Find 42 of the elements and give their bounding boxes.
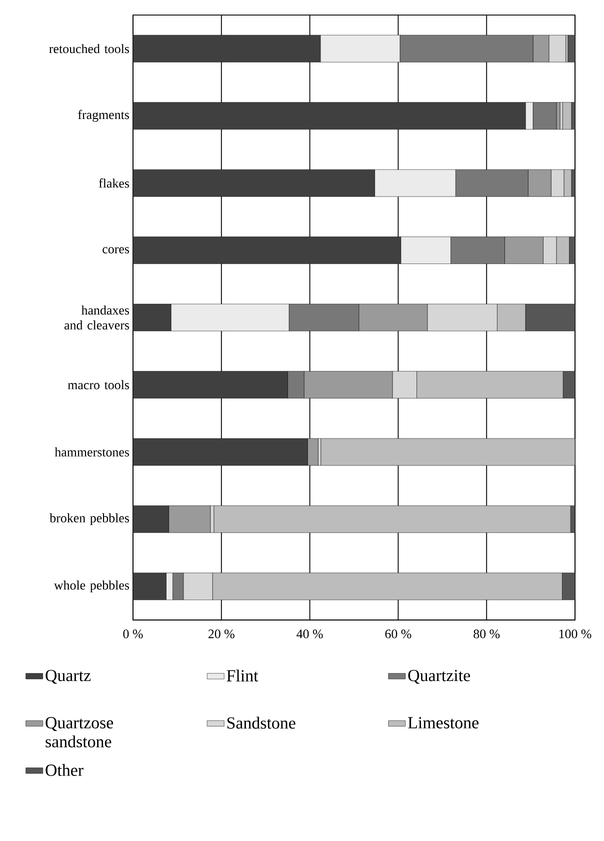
y-tick-label: broken pebbles xyxy=(50,513,130,526)
legend-label: Flint xyxy=(226,670,258,682)
bar xyxy=(133,169,375,197)
x-tick-label: 80 % xyxy=(474,630,500,638)
y-tick-label: cores xyxy=(102,247,130,254)
legend-label: Limestone xyxy=(408,717,478,728)
bar xyxy=(133,34,321,62)
legend-label: Quartz xyxy=(46,670,91,684)
x-tick-label: 20 % xyxy=(208,630,234,638)
bar xyxy=(497,304,526,332)
legend-label: Quartzite xyxy=(408,670,470,684)
x-tick-label: 0 % xyxy=(123,630,143,638)
bar xyxy=(133,506,169,533)
bar xyxy=(133,371,288,398)
x-tick-label: 100 % xyxy=(559,630,592,638)
bar xyxy=(168,506,210,533)
bar xyxy=(320,438,576,466)
y-tick-label: whole pebbles xyxy=(54,580,130,592)
bar xyxy=(133,438,308,466)
bar xyxy=(133,304,172,332)
bar xyxy=(556,236,570,264)
bar xyxy=(562,371,576,398)
y-tick-label: handaxes and cleavers xyxy=(64,305,130,330)
legend-label: Quartzose sandstone xyxy=(46,717,114,748)
bar xyxy=(133,102,526,130)
bar xyxy=(416,371,564,398)
y-tick-label: hammerstones xyxy=(54,447,130,457)
x-tick-label: 60 % xyxy=(385,630,412,638)
legend-label: Other xyxy=(46,764,84,776)
bar xyxy=(133,236,402,264)
bar xyxy=(214,506,571,533)
legend-label: Sandstone xyxy=(227,716,296,729)
bar xyxy=(212,572,562,600)
x-tick-label: 40 % xyxy=(296,630,323,638)
bar xyxy=(133,572,166,600)
y-tick-label: flakes xyxy=(98,178,130,188)
bar xyxy=(307,438,318,466)
y-tick-label: macro tools xyxy=(68,380,130,390)
y-tick-label: retouched tools xyxy=(49,44,130,54)
bar xyxy=(562,572,576,600)
y-tick-label: fragments xyxy=(78,110,130,122)
bar xyxy=(525,304,576,332)
